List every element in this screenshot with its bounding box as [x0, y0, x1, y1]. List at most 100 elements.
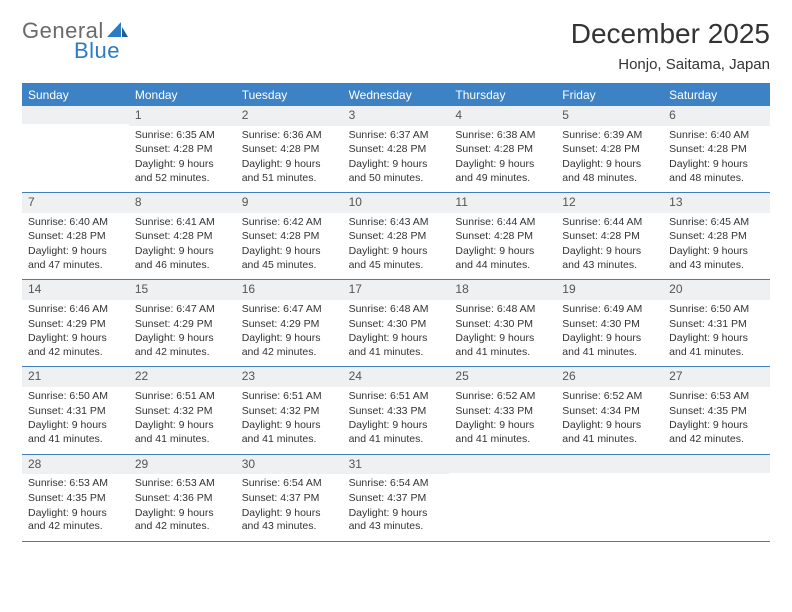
- cell-body: Sunrise: 6:43 AMSunset: 4:28 PMDaylight:…: [343, 213, 450, 280]
- cell-body: Sunrise: 6:53 AMSunset: 4:35 PMDaylight:…: [663, 387, 770, 454]
- day-number: 19: [556, 280, 663, 300]
- cell-body: Sunrise: 6:48 AMSunset: 4:30 PMDaylight:…: [449, 300, 556, 367]
- sunrise-text: Sunrise: 6:52 AM: [562, 390, 657, 404]
- sunrise-text: Sunrise: 6:41 AM: [135, 216, 230, 230]
- day-name: Wednesday: [343, 84, 450, 106]
- sunrise-text: Sunrise: 6:47 AM: [242, 303, 337, 317]
- calendar-cell: 8Sunrise: 6:41 AMSunset: 4:28 PMDaylight…: [129, 193, 236, 279]
- sunset-text: Sunset: 4:28 PM: [455, 230, 550, 244]
- daylight-text: Daylight: 9 hours and 41 minutes.: [242, 419, 337, 446]
- sunrise-text: Sunrise: 6:39 AM: [562, 129, 657, 143]
- calendar-cell: 25Sunrise: 6:52 AMSunset: 4:33 PMDayligh…: [449, 367, 556, 453]
- sunset-text: Sunset: 4:30 PM: [455, 318, 550, 332]
- day-number: 27: [663, 367, 770, 387]
- sunrise-text: Sunrise: 6:54 AM: [349, 477, 444, 491]
- sunset-text: Sunset: 4:28 PM: [349, 143, 444, 157]
- day-number: 10: [343, 193, 450, 213]
- day-name: Thursday: [449, 84, 556, 106]
- cell-body: Sunrise: 6:36 AMSunset: 4:28 PMDaylight:…: [236, 126, 343, 193]
- calendar-cell: 7Sunrise: 6:40 AMSunset: 4:28 PMDaylight…: [22, 193, 129, 279]
- daylight-text: Daylight: 9 hours and 41 minutes.: [455, 332, 550, 359]
- calendar-cell: [663, 455, 770, 541]
- sunset-text: Sunset: 4:29 PM: [28, 318, 123, 332]
- cell-body: [663, 473, 770, 482]
- calendar-week: 7Sunrise: 6:40 AMSunset: 4:28 PMDaylight…: [22, 193, 770, 280]
- cell-body: Sunrise: 6:45 AMSunset: 4:28 PMDaylight:…: [663, 213, 770, 280]
- calendar-cell: 16Sunrise: 6:47 AMSunset: 4:29 PMDayligh…: [236, 280, 343, 366]
- calendar-cell: 17Sunrise: 6:48 AMSunset: 4:30 PMDayligh…: [343, 280, 450, 366]
- daylight-text: Daylight: 9 hours and 49 minutes.: [455, 158, 550, 185]
- calendar-day-header: Sunday Monday Tuesday Wednesday Thursday…: [22, 84, 770, 106]
- cell-body: Sunrise: 6:51 AMSunset: 4:33 PMDaylight:…: [343, 387, 450, 454]
- daylight-text: Daylight: 9 hours and 47 minutes.: [28, 245, 123, 272]
- cell-body: Sunrise: 6:41 AMSunset: 4:28 PMDaylight:…: [129, 213, 236, 280]
- sunset-text: Sunset: 4:28 PM: [669, 143, 764, 157]
- sunset-text: Sunset: 4:28 PM: [242, 143, 337, 157]
- calendar-cell: 24Sunrise: 6:51 AMSunset: 4:33 PMDayligh…: [343, 367, 450, 453]
- cell-body: Sunrise: 6:53 AMSunset: 4:35 PMDaylight:…: [22, 474, 129, 541]
- sunset-text: Sunset: 4:30 PM: [562, 318, 657, 332]
- daylight-text: Daylight: 9 hours and 41 minutes.: [562, 419, 657, 446]
- sunset-text: Sunset: 4:37 PM: [349, 492, 444, 506]
- sunrise-text: Sunrise: 6:49 AM: [562, 303, 657, 317]
- calendar-cell: [449, 455, 556, 541]
- calendar-cell: 31Sunrise: 6:54 AMSunset: 4:37 PMDayligh…: [343, 455, 450, 541]
- calendar-cell: 3Sunrise: 6:37 AMSunset: 4:28 PMDaylight…: [343, 106, 450, 192]
- daylight-text: Daylight: 9 hours and 43 minutes.: [669, 245, 764, 272]
- calendar-cell: 28Sunrise: 6:53 AMSunset: 4:35 PMDayligh…: [22, 455, 129, 541]
- daylight-text: Daylight: 9 hours and 48 minutes.: [562, 158, 657, 185]
- sunrise-text: Sunrise: 6:37 AM: [349, 129, 444, 143]
- sunset-text: Sunset: 4:28 PM: [242, 230, 337, 244]
- day-number: [22, 106, 129, 124]
- cell-body: Sunrise: 6:51 AMSunset: 4:32 PMDaylight:…: [129, 387, 236, 454]
- sunrise-text: Sunrise: 6:44 AM: [455, 216, 550, 230]
- cell-body: Sunrise: 6:47 AMSunset: 4:29 PMDaylight:…: [129, 300, 236, 367]
- sunrise-text: Sunrise: 6:46 AM: [28, 303, 123, 317]
- cell-body: Sunrise: 6:38 AMSunset: 4:28 PMDaylight:…: [449, 126, 556, 193]
- cell-body: Sunrise: 6:44 AMSunset: 4:28 PMDaylight:…: [556, 213, 663, 280]
- page-title: December 2025: [571, 18, 770, 50]
- cell-body: Sunrise: 6:35 AMSunset: 4:28 PMDaylight:…: [129, 126, 236, 193]
- daylight-text: Daylight: 9 hours and 48 minutes.: [669, 158, 764, 185]
- daylight-text: Daylight: 9 hours and 45 minutes.: [349, 245, 444, 272]
- daylight-text: Daylight: 9 hours and 42 minutes.: [242, 332, 337, 359]
- calendar-cell: 10Sunrise: 6:43 AMSunset: 4:28 PMDayligh…: [343, 193, 450, 279]
- sunrise-text: Sunrise: 6:38 AM: [455, 129, 550, 143]
- day-number: 13: [663, 193, 770, 213]
- cell-body: Sunrise: 6:37 AMSunset: 4:28 PMDaylight:…: [343, 126, 450, 193]
- day-number: [556, 455, 663, 473]
- day-number: 28: [22, 455, 129, 475]
- sunrise-text: Sunrise: 6:54 AM: [242, 477, 337, 491]
- cell-body: Sunrise: 6:47 AMSunset: 4:29 PMDaylight:…: [236, 300, 343, 367]
- title-block: December 2025 Honjo, Saitama, Japan: [571, 18, 770, 73]
- calendar-cell: 15Sunrise: 6:47 AMSunset: 4:29 PMDayligh…: [129, 280, 236, 366]
- calendar-cell: 13Sunrise: 6:45 AMSunset: 4:28 PMDayligh…: [663, 193, 770, 279]
- day-number: 31: [343, 455, 450, 475]
- day-number: 26: [556, 367, 663, 387]
- daylight-text: Daylight: 9 hours and 43 minutes.: [242, 507, 337, 534]
- page-header: General Blue December 2025 Honjo, Saitam…: [22, 18, 770, 73]
- calendar-cell: 9Sunrise: 6:42 AMSunset: 4:28 PMDaylight…: [236, 193, 343, 279]
- cell-body: Sunrise: 6:48 AMSunset: 4:30 PMDaylight:…: [343, 300, 450, 367]
- sunset-text: Sunset: 4:34 PM: [562, 405, 657, 419]
- sunrise-text: Sunrise: 6:40 AM: [669, 129, 764, 143]
- calendar-week: 21Sunrise: 6:50 AMSunset: 4:31 PMDayligh…: [22, 367, 770, 454]
- day-number: 18: [449, 280, 556, 300]
- daylight-text: Daylight: 9 hours and 42 minutes.: [135, 332, 230, 359]
- cell-body: [22, 124, 129, 133]
- day-number: 8: [129, 193, 236, 213]
- sunrise-text: Sunrise: 6:45 AM: [669, 216, 764, 230]
- sunrise-text: Sunrise: 6:51 AM: [349, 390, 444, 404]
- calendar-cell: 6Sunrise: 6:40 AMSunset: 4:28 PMDaylight…: [663, 106, 770, 192]
- day-number: 22: [129, 367, 236, 387]
- day-number: 7: [22, 193, 129, 213]
- calendar-cell: 5Sunrise: 6:39 AMSunset: 4:28 PMDaylight…: [556, 106, 663, 192]
- sunset-text: Sunset: 4:33 PM: [349, 405, 444, 419]
- daylight-text: Daylight: 9 hours and 42 minutes.: [135, 507, 230, 534]
- daylight-text: Daylight: 9 hours and 41 minutes.: [349, 419, 444, 446]
- sunrise-text: Sunrise: 6:51 AM: [242, 390, 337, 404]
- cell-body: Sunrise: 6:54 AMSunset: 4:37 PMDaylight:…: [343, 474, 450, 541]
- sunset-text: Sunset: 4:31 PM: [669, 318, 764, 332]
- day-name: Tuesday: [236, 84, 343, 106]
- cell-body: Sunrise: 6:46 AMSunset: 4:29 PMDaylight:…: [22, 300, 129, 367]
